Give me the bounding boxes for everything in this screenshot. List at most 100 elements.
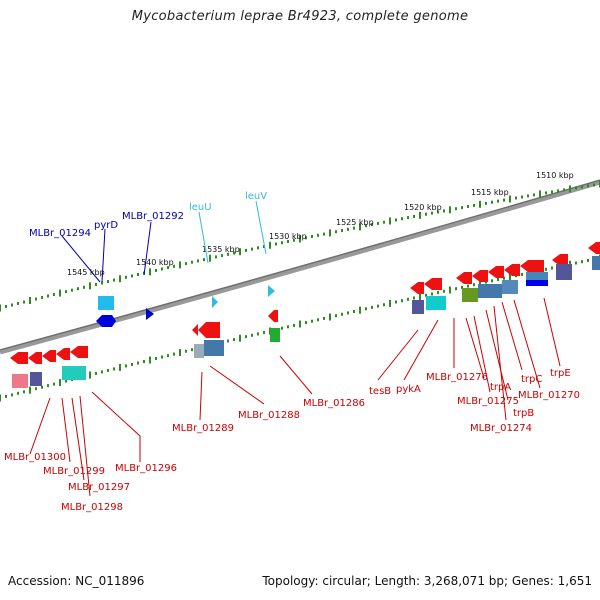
ruler-minor-tick [443,209,445,213]
ruler-minor-tick [467,205,469,208]
ruler-minor-tick [245,335,247,339]
ruler-minor-tick [95,282,97,286]
ruler-major-tick [299,320,301,328]
gene-label-trpE: trpE [550,368,571,379]
ruler-major-tick [119,275,121,283]
ruler-minor-tick [113,367,115,371]
bottom-gene-labels: tesB pykA MLBr_01276 trpA MLBr_01275 trp… [4,368,580,513]
ruler-minor-tick [161,355,163,359]
ruler-minor-tick [131,274,133,278]
feature-red-1 [410,282,424,294]
feature-red-5 [488,266,504,278]
ruler-minor-tick [317,233,319,237]
ruler-minor-tick [11,393,13,397]
ruler-minor-tick [281,241,283,245]
ruler-major-tick [59,379,61,387]
ruler-minor-tick [533,193,535,197]
ruler-minor-tick [287,240,289,243]
ruler-major-tick [419,211,421,219]
ruler-minor-tick [215,255,217,259]
ruler-minor-tick [125,275,127,279]
ruler-label-1520: 1520 kbp [404,203,442,212]
ruler-minor-tick [413,296,415,300]
ruler-minor-tick [5,394,7,398]
ruler-minor-tick [203,258,205,262]
ruler-minor-tick [521,272,523,276]
ruler-upper [0,180,600,312]
ruler-minor-tick [107,368,109,372]
gene-label-MLBr_01297: MLBr_01297 [68,482,130,493]
ruler-minor-tick [287,325,289,329]
ruler-minor-tick [545,267,547,271]
ruler-minor-tick [587,259,589,262]
feature-red-3 [456,272,472,284]
feature-red-8 [552,254,568,266]
ruler-minor-tick [137,361,139,365]
ruler-minor-tick [95,371,97,375]
ruler-minor-tick [293,238,295,242]
ruler-minor-tick [233,338,235,342]
gene-features [10,242,600,388]
ruler-minor-tick [557,189,559,193]
ruler-minor-tick [173,352,175,356]
feature-red-9 [588,242,600,254]
ruler-minor-tick [161,267,163,271]
ruler-label-1530: 1530 kbp [269,232,307,241]
feature-red-4 [472,270,488,282]
ruler-minor-tick [551,190,553,194]
ruler-minor-tick [311,235,313,238]
feature-steel-4 [592,256,600,270]
ruler-label-1540: 1540 kbp [136,258,174,267]
ruler-minor-tick [515,196,517,200]
ruler-minor-tick [437,291,439,295]
ruler-minor-tick [455,287,457,291]
gene-label-MLBr_01274: MLBr_01274 [470,423,532,434]
ruler-minor-tick [581,260,583,264]
ruler-major-tick [269,241,271,249]
feature-red-10 [192,324,198,336]
gene-label-tesB: tesB [369,386,391,397]
ruler-minor-tick [41,296,43,299]
ruler-minor-tick [377,304,379,308]
ruler-minor-tick [191,260,193,264]
ruler-minor-tick [431,211,433,215]
ruler-minor-tick [587,184,589,188]
ruler-minor-tick [593,183,595,187]
ruler-minor-tick [395,218,397,222]
gene-label-MLBr_01294: MLBr_01294 [29,228,91,239]
gene-label-leuV: leuV [245,191,267,202]
feature-olive-1 [462,288,478,302]
ruler-minor-tick [527,194,529,198]
ruler-major-tick [569,185,571,193]
ruler-major-tick [179,261,181,269]
ruler-minor-tick [251,247,253,251]
ruler-minor-tick [485,201,487,205]
ruler-major-tick [89,282,91,290]
ruler-minor-tick [473,203,475,207]
ruler-minor-tick [17,302,19,305]
ruler-minor-tick [491,279,493,283]
gene-label-MLBr_01299: MLBr_01299 [43,466,105,477]
ruler-minor-tick [185,262,187,266]
feature-red-17 [70,346,88,358]
ruler-major-tick [449,206,451,214]
ruler-major-tick [479,279,481,287]
ruler-minor-tick [257,332,259,336]
ruler-minor-tick [23,300,25,304]
ruler-major-tick [149,356,151,364]
ruler-minor-tick [83,285,85,289]
ruler-major-tick [209,254,211,262]
ruler-minor-tick [35,297,37,301]
ruler-lower [0,254,600,402]
ruler-minor-tick [65,379,67,383]
feature-steel-3 [526,272,548,282]
ruler-minor-tick [221,254,223,258]
feature-leuU-arrow [212,296,218,308]
ruler-minor-tick [371,223,373,226]
ruler-label-1535: 1535 kbp [202,245,240,254]
gene-label-MLBr_01270: MLBr_01270 [518,390,580,401]
genome-backbone [0,179,600,355]
ruler-minor-tick [341,312,343,316]
ruler-major-tick [29,297,31,304]
